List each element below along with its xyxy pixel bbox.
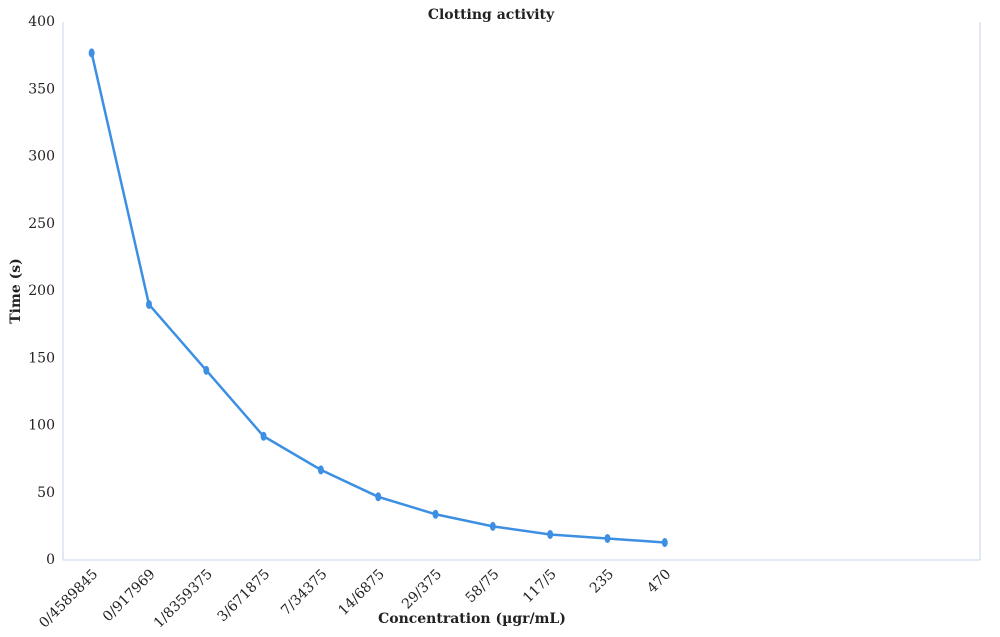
y-tick-label: 150 [28, 350, 55, 366]
data-point [375, 492, 382, 502]
y-tick-label: 100 [28, 418, 55, 434]
x-tick-label: 117/5 [520, 566, 560, 606]
y-tick-label: 0 [46, 552, 55, 568]
x-tick-label: 29/375 [399, 566, 445, 612]
x-tick-label: 0/4589845 [36, 566, 101, 631]
x-tick-label: 58/75 [463, 566, 503, 606]
x-tick-label: 470 [644, 566, 674, 596]
data-point [604, 533, 611, 543]
chart-title: Clotting activity [428, 7, 555, 23]
y-axis-label: Time (s) [8, 258, 24, 323]
x-tick-label: 1/8359375 [151, 566, 216, 631]
y-tick-label: 200 [28, 283, 55, 299]
x-tick-label: 235 [587, 566, 617, 596]
data-point [317, 465, 324, 475]
data-point [547, 529, 554, 539]
data-point [203, 365, 210, 375]
y-tick-label: 300 [28, 149, 55, 165]
x-tick-label: 7/34375 [278, 566, 330, 618]
x-axis-label: Concentration (µgr/mL) [378, 611, 566, 627]
data-point [145, 299, 152, 309]
data-point [260, 431, 267, 441]
data-line [90, 52, 665, 544]
y-tick-label: 400 [28, 14, 55, 30]
data-point [489, 521, 496, 531]
data-point [88, 48, 95, 58]
data-point [432, 509, 439, 519]
y-tick-label: 50 [37, 485, 55, 501]
data-point [661, 538, 668, 548]
y-tick-label: 350 [28, 81, 55, 97]
x-tick-label: 3/671875 [215, 566, 274, 625]
x-tick-label: 0/917969 [100, 566, 159, 625]
y-tick-label: 250 [28, 216, 55, 232]
